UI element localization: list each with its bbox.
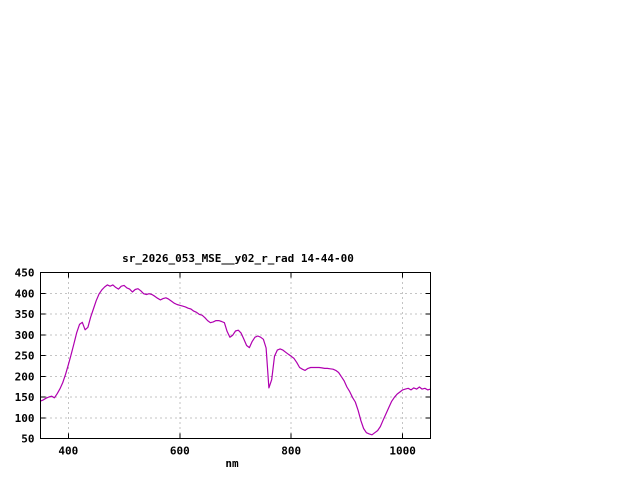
y-tick-label: 100 <box>15 412 35 425</box>
y-tick-label: 250 <box>15 350 35 363</box>
y-tick-label: 400 <box>15 287 35 300</box>
x-tick-label: 400 <box>58 445 78 458</box>
y-tick-label: 350 <box>15 308 35 321</box>
y-tick-label: 150 <box>15 391 35 404</box>
plot-area: 400 600 800 1000 50 100 150 200 250 300 350 400 450 <box>15 267 432 458</box>
y-tick-label: 300 <box>15 329 35 342</box>
x-tick-label: 600 <box>170 445 190 458</box>
x-tick-label: 800 <box>281 445 301 458</box>
y-tick-label: 450 <box>15 267 35 280</box>
x-axis-label: nm <box>225 457 239 470</box>
data-line <box>39 284 432 436</box>
x-tick-label: 1000 <box>389 445 416 458</box>
y-tick-label: 200 <box>15 370 35 383</box>
y-tick-label: 50 <box>21 433 34 446</box>
chart-title: sr_2026_053_MSE__y02_r_rad 14-44-00 <box>122 252 354 265</box>
